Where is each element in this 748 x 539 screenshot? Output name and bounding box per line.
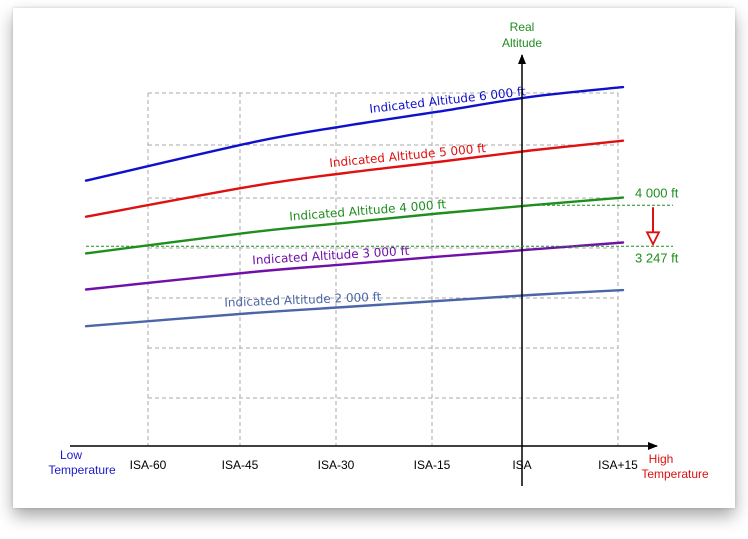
x-tick-labels: ISA-60 ISA-45 ISA-30 ISA-15 ISA ISA+15 xyxy=(130,458,639,472)
series-line xyxy=(84,241,625,291)
x-tick-label: ISA xyxy=(512,458,531,472)
x-axis-low-label-line1: Low xyxy=(60,448,82,462)
chart-frame: Indicated Altitude 6 000 ft Indicated Alt… xyxy=(13,8,735,508)
difference-arrow-head xyxy=(645,231,661,247)
y-axis-title-line2: Altitude xyxy=(502,36,542,50)
series-layer xyxy=(84,85,625,328)
x-tick-label: ISA-30 xyxy=(318,458,355,472)
x-tick-label: ISA-45 xyxy=(222,458,259,472)
annotation-layer: 4 000 ft 3 247 ft xyxy=(86,185,679,265)
series-line xyxy=(84,85,625,182)
axes xyxy=(70,54,658,486)
series-line xyxy=(84,139,625,218)
x-tick-label: ISA+15 xyxy=(598,458,638,472)
x-axis-high-label-line2: Temperature xyxy=(641,467,709,481)
series-label: Indicated Altitude 3 000 ft xyxy=(252,244,410,268)
x-axis-high-label-line1: High xyxy=(649,452,674,466)
x-axis-low-label-line2: Temperature xyxy=(48,463,116,477)
series-line xyxy=(84,196,625,255)
lower-value-label: 3 247 ft xyxy=(635,250,679,265)
series-line xyxy=(84,288,625,328)
grid-lines xyxy=(147,92,619,446)
y-axis-title-line1: Real xyxy=(510,20,535,34)
x-tick-label: ISA-15 xyxy=(414,458,451,472)
upper-value-label: 4 000 ft xyxy=(635,185,679,200)
series-label: Indicated Altitude 2 000 ft xyxy=(224,290,382,310)
x-tick-label: ISA-60 xyxy=(130,458,167,472)
